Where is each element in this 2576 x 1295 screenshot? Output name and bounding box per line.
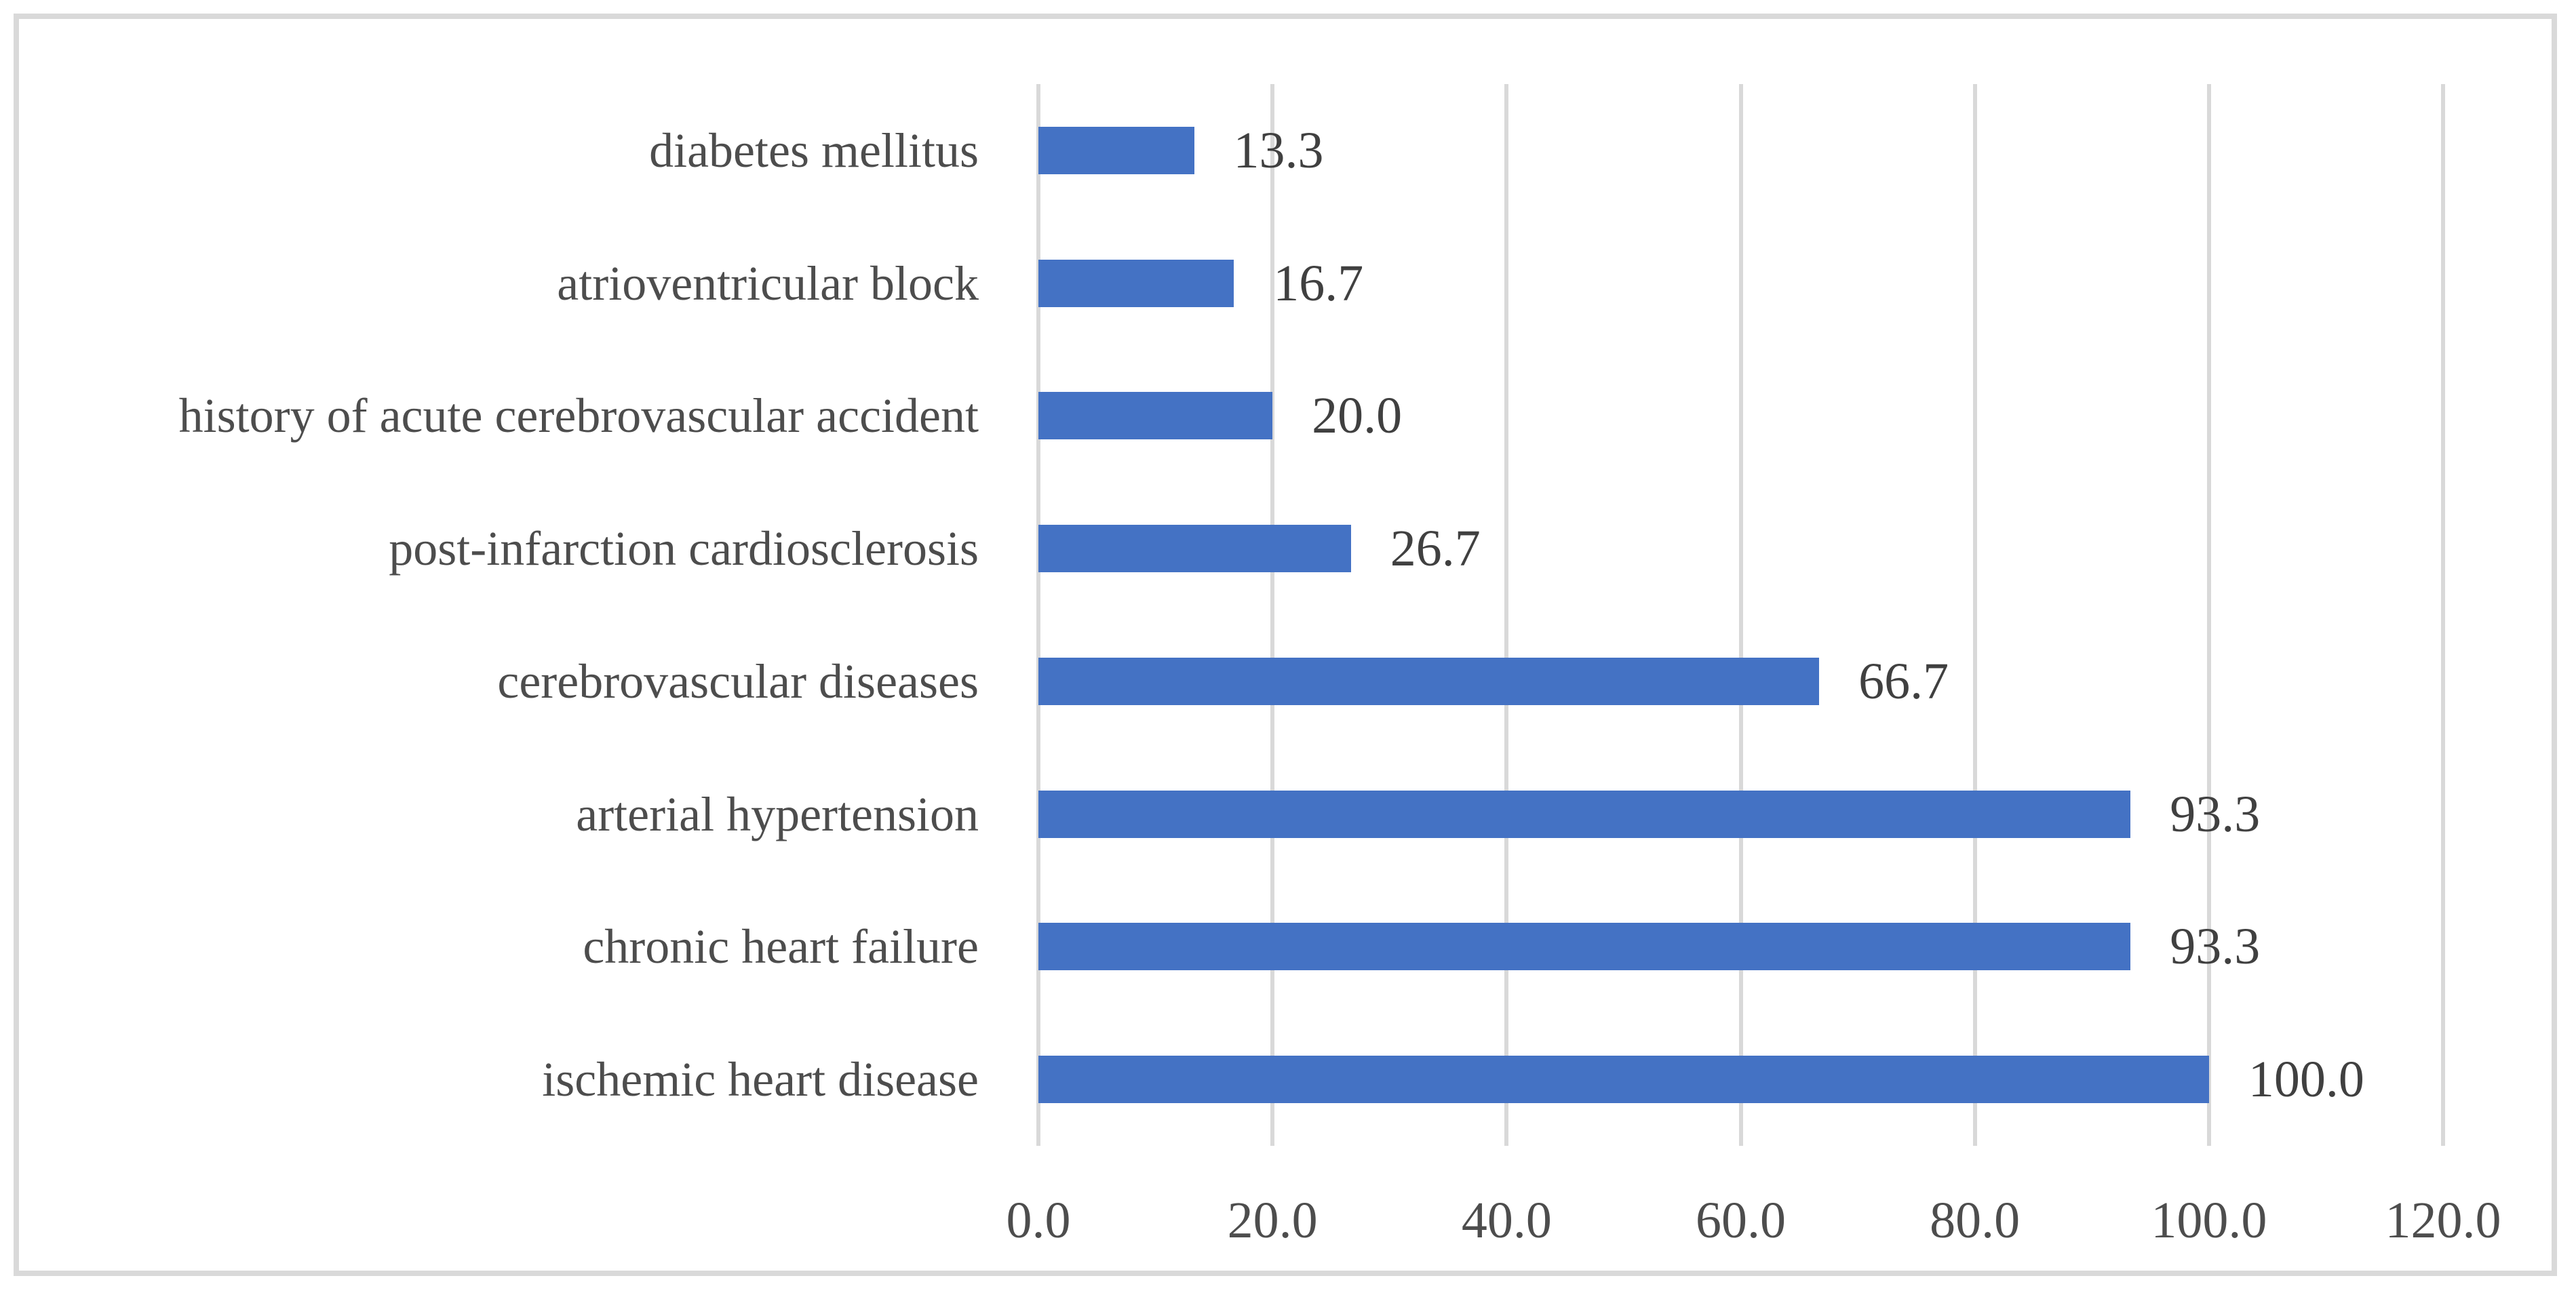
x-tick-label: 80.0 bbox=[1930, 1192, 2021, 1249]
plot-area: 13.3 16.7 20.0 26.7 66.7 93.3 93.3 100.0 bbox=[1036, 84, 2445, 1146]
y-axis-category-labels: diabetes mellitus atrioventricular block h… bbox=[27, 84, 979, 1146]
bar-row: 20.0 bbox=[1038, 350, 2443, 483]
x-tick-label: 100.0 bbox=[2151, 1192, 2267, 1249]
bar-cerebrovascular-diseases bbox=[1038, 657, 1820, 705]
value-label: 16.7 bbox=[1273, 254, 1364, 312]
x-axis-tick-labels: 0.0 20.0 40.0 60.0 80.0 100.0 120.0 bbox=[1007, 1192, 2501, 1262]
value-label: 100.0 bbox=[2248, 1051, 2364, 1109]
gridline-x-100.0 bbox=[2206, 84, 2211, 1146]
category-label: chronic heart failure bbox=[583, 919, 979, 974]
bar-row: 93.3 bbox=[1038, 748, 2443, 881]
category-label: history of acute cerebrovascular acciden… bbox=[178, 388, 979, 443]
value-label: 26.7 bbox=[1390, 520, 1481, 578]
bar-diabetes-mellitus bbox=[1038, 126, 1194, 174]
gridline-x-0.0 bbox=[1036, 84, 1040, 1146]
bar-history-of-acute-cerebrovascular-accident bbox=[1038, 392, 1273, 440]
gridline-x-40.0 bbox=[1504, 84, 1509, 1146]
bar-row: 13.3 bbox=[1038, 84, 2443, 217]
x-tick-label: 120.0 bbox=[2385, 1192, 2501, 1249]
bar-row: 93.3 bbox=[1038, 881, 2443, 1014]
value-label: 66.7 bbox=[1858, 652, 1949, 710]
x-tick-label: 20.0 bbox=[1227, 1192, 1318, 1249]
bar-arterial-hypertension bbox=[1038, 790, 2131, 838]
bar-row: 66.7 bbox=[1038, 615, 2443, 748]
bar-row: 26.7 bbox=[1038, 482, 2443, 615]
x-tick-label: 40.0 bbox=[1461, 1192, 1552, 1249]
bar-chronic-heart-failure bbox=[1038, 923, 2131, 971]
category-label: post-infarction cardiosclerosis bbox=[389, 521, 979, 576]
value-label: 20.0 bbox=[1312, 387, 1403, 445]
category-label: diabetes mellitus bbox=[649, 123, 979, 178]
category-label: ischemic heart disease bbox=[542, 1052, 979, 1107]
gridline-x-80.0 bbox=[1972, 84, 1977, 1146]
bar-row: 100.0 bbox=[1038, 1013, 2443, 1146]
bar-post-infarction-cardiosclerosis bbox=[1038, 525, 1351, 573]
bar-ischemic-heart-disease bbox=[1038, 1056, 2209, 1104]
gridline-x-60.0 bbox=[1738, 84, 1743, 1146]
bar-atrioventricular-block bbox=[1038, 259, 1234, 307]
category-label: cerebrovascular diseases bbox=[497, 654, 979, 709]
gridline-x-20.0 bbox=[1270, 84, 1275, 1146]
value-label: 93.3 bbox=[2170, 785, 2261, 843]
x-tick-label: 60.0 bbox=[1696, 1192, 1786, 1249]
bar-row: 16.7 bbox=[1038, 217, 2443, 350]
value-label: 93.3 bbox=[2170, 918, 2261, 976]
category-label: atrioventricular block bbox=[557, 256, 979, 311]
gridline-x-120.0 bbox=[2441, 84, 2445, 1146]
value-label: 13.3 bbox=[1233, 121, 1324, 179]
category-label: arterial hypertension bbox=[576, 786, 979, 841]
x-tick-label: 0.0 bbox=[1006, 1192, 1071, 1249]
